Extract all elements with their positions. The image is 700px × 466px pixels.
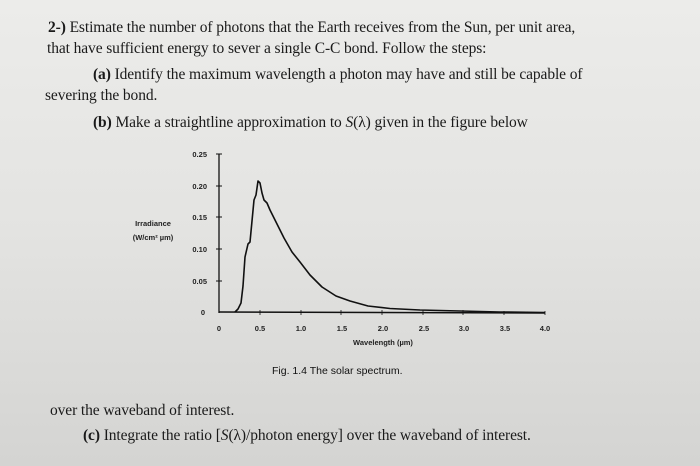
- step-c-text-end: /photon energy] over the waveband of int…: [246, 427, 531, 444]
- step-a-line2: severing the bond.: [45, 87, 158, 104]
- x-tick-labels: 0 0.5 1.0 1.5 2.0 2.5 3.0 3.5 4.0: [217, 324, 550, 333]
- step-c-line: (c) Integrate the ratio [S(λ)/photon ene…: [83, 427, 531, 445]
- svg-text:0.15: 0.15: [192, 213, 207, 222]
- intro-text-1: Estimate the number of photons that the …: [69, 19, 576, 36]
- svg-text:0: 0: [217, 324, 221, 333]
- step-c-label: (c): [83, 427, 100, 444]
- svg-text:3.0: 3.0: [459, 324, 469, 333]
- problem-number: 2-): [48, 19, 66, 36]
- step-c-text: Integrate the ratio [: [103, 427, 221, 444]
- svg-text:0.05: 0.05: [192, 277, 207, 286]
- x-axis-label: Wavelength (µm): [353, 338, 413, 347]
- lambda-arg: (λ): [228, 427, 246, 444]
- spectrum-curve: [234, 180, 546, 314]
- svg-text:0.10: 0.10: [192, 245, 207, 254]
- step-a-text: Identify the maximum wavelength a photon…: [114, 66, 583, 83]
- svg-text:1.0: 1.0: [296, 324, 306, 333]
- svg-text:3.5: 3.5: [500, 324, 510, 333]
- y-tick-labels: 0.25 0.20 0.15 0.10 0.05 0: [192, 150, 207, 317]
- step-b-line: (b) Make a straightline approximation to…: [93, 114, 528, 132]
- y-axis-unit: (W/cm² µm): [133, 233, 174, 242]
- s-function: S: [220, 427, 229, 444]
- step-b-continuation: over the waveband of interest.: [50, 402, 235, 419]
- svg-text:0.25: 0.25: [192, 150, 207, 159]
- problem-intro-line1: 2-) Estimate the number of photons that …: [48, 19, 575, 37]
- y-ticks: [216, 153, 222, 282]
- y-axis-label: Irradiance: [135, 219, 171, 228]
- step-a-label: (a): [93, 66, 111, 83]
- svg-text:2.0: 2.0: [378, 324, 388, 333]
- svg-text:0: 0: [201, 308, 205, 317]
- problem-intro-line2: that have sufficient energy to sever a s…: [47, 40, 487, 57]
- svg-text:2.5: 2.5: [419, 324, 429, 333]
- svg-text:0.5: 0.5: [255, 324, 265, 333]
- lambda-arg: (λ): [353, 114, 371, 131]
- svg-text:0.20: 0.20: [192, 182, 207, 191]
- step-a-line1: (a) Identify the maximum wavelength a ph…: [93, 66, 583, 84]
- figure-caption: Fig. 1.4 The solar spectrum.: [272, 365, 403, 377]
- s-function: S: [345, 114, 354, 131]
- svg-text:1.5: 1.5: [337, 324, 347, 333]
- step-b-text-end: given in the figure below: [370, 114, 528, 131]
- step-b-label: (b): [93, 114, 112, 131]
- step-b-text: Make a straightline approximation to: [115, 114, 346, 131]
- svg-text:4.0: 4.0: [540, 324, 550, 333]
